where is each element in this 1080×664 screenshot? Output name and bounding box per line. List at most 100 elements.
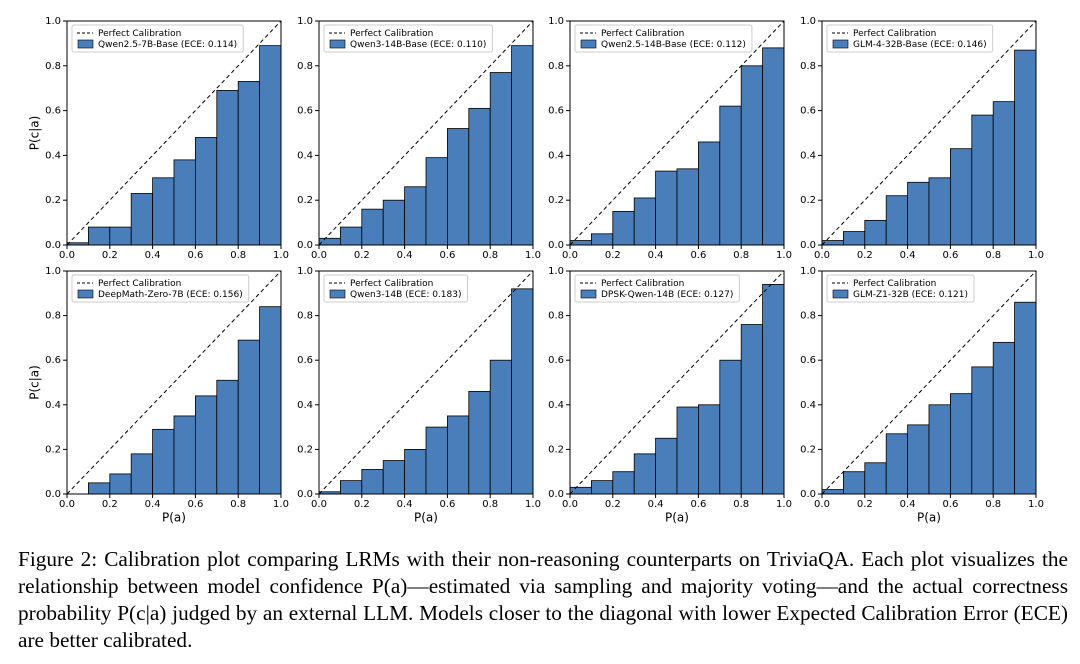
y-tick-label: 0.6 (45, 106, 61, 117)
x-tick-label: 1.0 (525, 499, 541, 510)
bar (821, 489, 844, 495)
bar (489, 359, 513, 495)
legend-label: Perfect Calibration (601, 279, 684, 289)
legend-box (71, 24, 244, 53)
y-tick-label: 0.4 (297, 400, 313, 411)
bar (130, 453, 153, 495)
axes-frame (318, 20, 534, 246)
y-tick-label: 0.8 (800, 61, 816, 72)
legend-box (323, 274, 468, 303)
x-tick-label: 0.8 (985, 250, 1001, 261)
diagonal-reference (569, 270, 785, 495)
legend-swatch (580, 39, 597, 49)
x-tick-label: 0.2 (354, 499, 370, 510)
y-tick-label: 1.0 (800, 266, 816, 277)
y-tick-label: 0.8 (800, 311, 816, 322)
x-tick-label: 1.0 (776, 499, 792, 510)
x-tick-label: 0.4 (397, 250, 413, 261)
axes-frame (318, 270, 534, 495)
bar (339, 226, 363, 246)
legend-swatch (329, 289, 346, 299)
diagonal-reference (66, 270, 282, 495)
bar (762, 283, 785, 495)
x-tick-label: 0.2 (857, 250, 873, 261)
x-tick-label: 0.8 (733, 499, 749, 510)
bar (907, 181, 930, 246)
bar (719, 105, 742, 246)
bar (194, 395, 218, 495)
axes-frame (821, 20, 1037, 246)
bar (569, 240, 592, 246)
y-tick-label: 0.2 (45, 444, 61, 455)
bar (361, 208, 384, 246)
y-tick-label: 1.0 (297, 266, 313, 277)
bar (762, 47, 785, 246)
legend-label: Perfect Calibration (853, 29, 936, 39)
x-tick-label: 0.4 (900, 499, 916, 510)
y-tick-label: 0.6 (548, 106, 564, 117)
bar (992, 341, 1016, 495)
bar (109, 226, 132, 246)
x-tick-label: 0.8 (985, 499, 1001, 510)
bar (88, 226, 111, 246)
bar (446, 128, 470, 246)
bar (152, 177, 175, 246)
bar (950, 393, 973, 495)
legend-swatch (832, 289, 849, 299)
diagonal-reference (318, 20, 534, 246)
bar (843, 231, 866, 246)
bar (864, 219, 887, 246)
x-axis-label: P(a) (414, 511, 438, 525)
diagonal-reference (318, 270, 534, 495)
x-tick-label: 0.4 (648, 250, 664, 261)
bar (676, 168, 699, 246)
diagonal-reference (821, 270, 1037, 495)
bar (907, 424, 930, 495)
x-tick-label: 0.8 (230, 250, 246, 261)
x-tick-label: 0.0 (311, 499, 327, 510)
legend-box (574, 24, 753, 53)
bar (109, 473, 132, 495)
x-axis-label: P(a) (917, 511, 941, 525)
diagonal-reference (821, 20, 1037, 246)
figure: 0.0 0.2 0.4 0.6 0.8 1.0 0.0 0.2 0.4 0.6 0.8 1.0 P(c|… (28, 16, 1044, 525)
x-tick-label: 0.6 (942, 250, 958, 261)
bar (216, 379, 239, 495)
y-tick-label: 0.8 (45, 61, 61, 72)
bar (237, 81, 260, 246)
x-tick-label: 0.2 (605, 250, 621, 261)
bar (885, 195, 909, 246)
bar (130, 193, 153, 246)
x-tick-label: 0.4 (145, 499, 161, 510)
bar (864, 462, 887, 495)
axes-frame (66, 270, 282, 495)
bar (928, 404, 951, 495)
x-tick-label: 0.6 (187, 250, 203, 261)
legend-label: GLM-4-32B-Base (ECE: 0.146) (853, 40, 987, 50)
x-tick-label: 0.2 (857, 499, 873, 510)
x-tick-label: 0.8 (482, 499, 498, 510)
bar (425, 426, 448, 495)
bar (740, 65, 764, 246)
x-tick-label: 0.2 (102, 499, 118, 510)
y-tick-label: 0.4 (800, 150, 816, 161)
bar (698, 404, 721, 495)
y-tick-label: 0.4 (45, 150, 61, 161)
y-tick-label: 0.0 (297, 489, 313, 500)
legend-swatch (580, 289, 597, 299)
y-axis-label: P(c|a) (28, 116, 42, 151)
legend-label: Perfect Calibration (853, 279, 936, 289)
diagonal-reference (569, 20, 785, 246)
x-tick-label: 0.0 (59, 250, 75, 261)
bar (612, 210, 635, 246)
bar (971, 114, 994, 246)
x-tick-label: 0.0 (562, 250, 578, 261)
x-tick-label: 0.0 (562, 499, 578, 510)
legend-box (826, 24, 994, 53)
y-tick-label: 0.0 (800, 489, 816, 500)
y-tick-label: 0.4 (800, 400, 816, 411)
axes-frame (569, 270, 785, 495)
